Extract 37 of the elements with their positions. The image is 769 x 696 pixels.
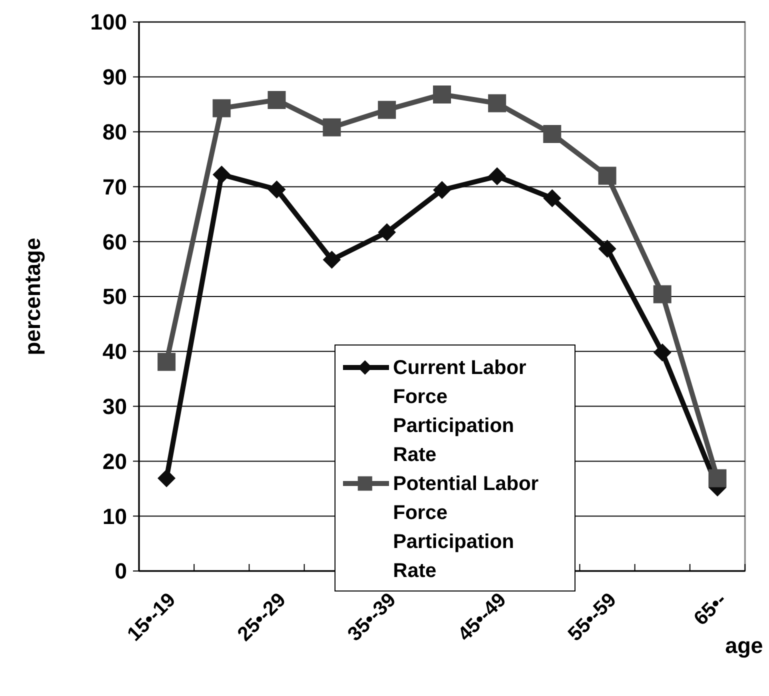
point	[543, 189, 562, 208]
point	[158, 469, 176, 488]
y-tick-label: 30	[102, 394, 127, 419]
point	[433, 180, 451, 199]
y-axis-title: percentage	[20, 238, 45, 356]
point	[653, 344, 672, 362]
x-tick-label: 65•-	[690, 588, 731, 630]
y-tick-label: 40	[102, 339, 127, 364]
point	[653, 285, 672, 304]
legend-label: Potential Labor Force Participation Rate	[393, 472, 539, 582]
point	[378, 100, 396, 119]
point	[212, 166, 231, 184]
y-tick-label: 50	[102, 284, 127, 310]
y-tick-label: 90	[102, 64, 127, 90]
point	[212, 99, 231, 118]
y-tick-label: 0	[114, 558, 127, 584]
point	[378, 223, 396, 242]
point	[322, 250, 341, 269]
point	[433, 85, 451, 104]
point	[598, 166, 616, 185]
point	[598, 240, 616, 258]
point	[268, 90, 286, 109]
point	[488, 94, 506, 112]
y-tick-label: 60	[102, 229, 127, 254]
point	[268, 180, 286, 198]
point	[158, 352, 176, 371]
point	[543, 124, 562, 143]
x-axis-title: age	[725, 633, 763, 658]
y-tick-label: 20	[102, 448, 127, 474]
y-tick-label: 70	[102, 174, 127, 200]
point	[708, 469, 726, 488]
y-tick-label: 10	[102, 504, 127, 529]
legend-label: Current Labor Force Participation Rate	[393, 356, 527, 466]
point	[488, 167, 506, 186]
y-tick-label: 100	[90, 10, 127, 35]
y-tick-label: 80	[102, 120, 127, 144]
point	[322, 118, 341, 136]
